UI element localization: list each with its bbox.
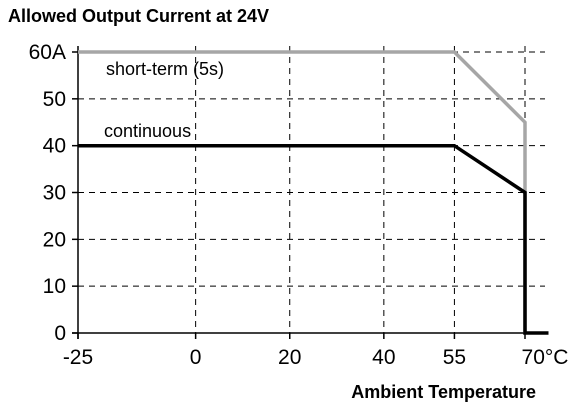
series-line-continuous [78, 143, 549, 335]
axes [72, 46, 548, 339]
x-tick-label: 55 [443, 346, 466, 369]
grid-lines [78, 46, 545, 333]
y-tick-label: 10 [43, 275, 66, 298]
series-label-short-term: short-term (5s) [106, 59, 224, 79]
chart-title: Allowed Output Current at 24V [8, 6, 269, 26]
x-tick-label: -25 [63, 346, 93, 369]
x-tick-label: 20 [278, 346, 301, 369]
y-tick-label: 30 [43, 182, 66, 205]
series-layer [78, 50, 549, 335]
y-tick-label: 40 [43, 135, 66, 158]
x-tick-label: 0 [190, 346, 202, 369]
y-tick-label: 20 [43, 228, 66, 251]
y-tick-label: 50 [43, 88, 66, 111]
y-tick-label: 60A [29, 41, 66, 64]
x-tick-label: 70°C [522, 346, 569, 369]
y-tick-label: 0 [54, 322, 66, 345]
x-axis-label: Ambient Temperature [351, 382, 536, 402]
series-label-continuous: continuous [104, 121, 191, 141]
x-tick-label: 40 [372, 346, 395, 369]
